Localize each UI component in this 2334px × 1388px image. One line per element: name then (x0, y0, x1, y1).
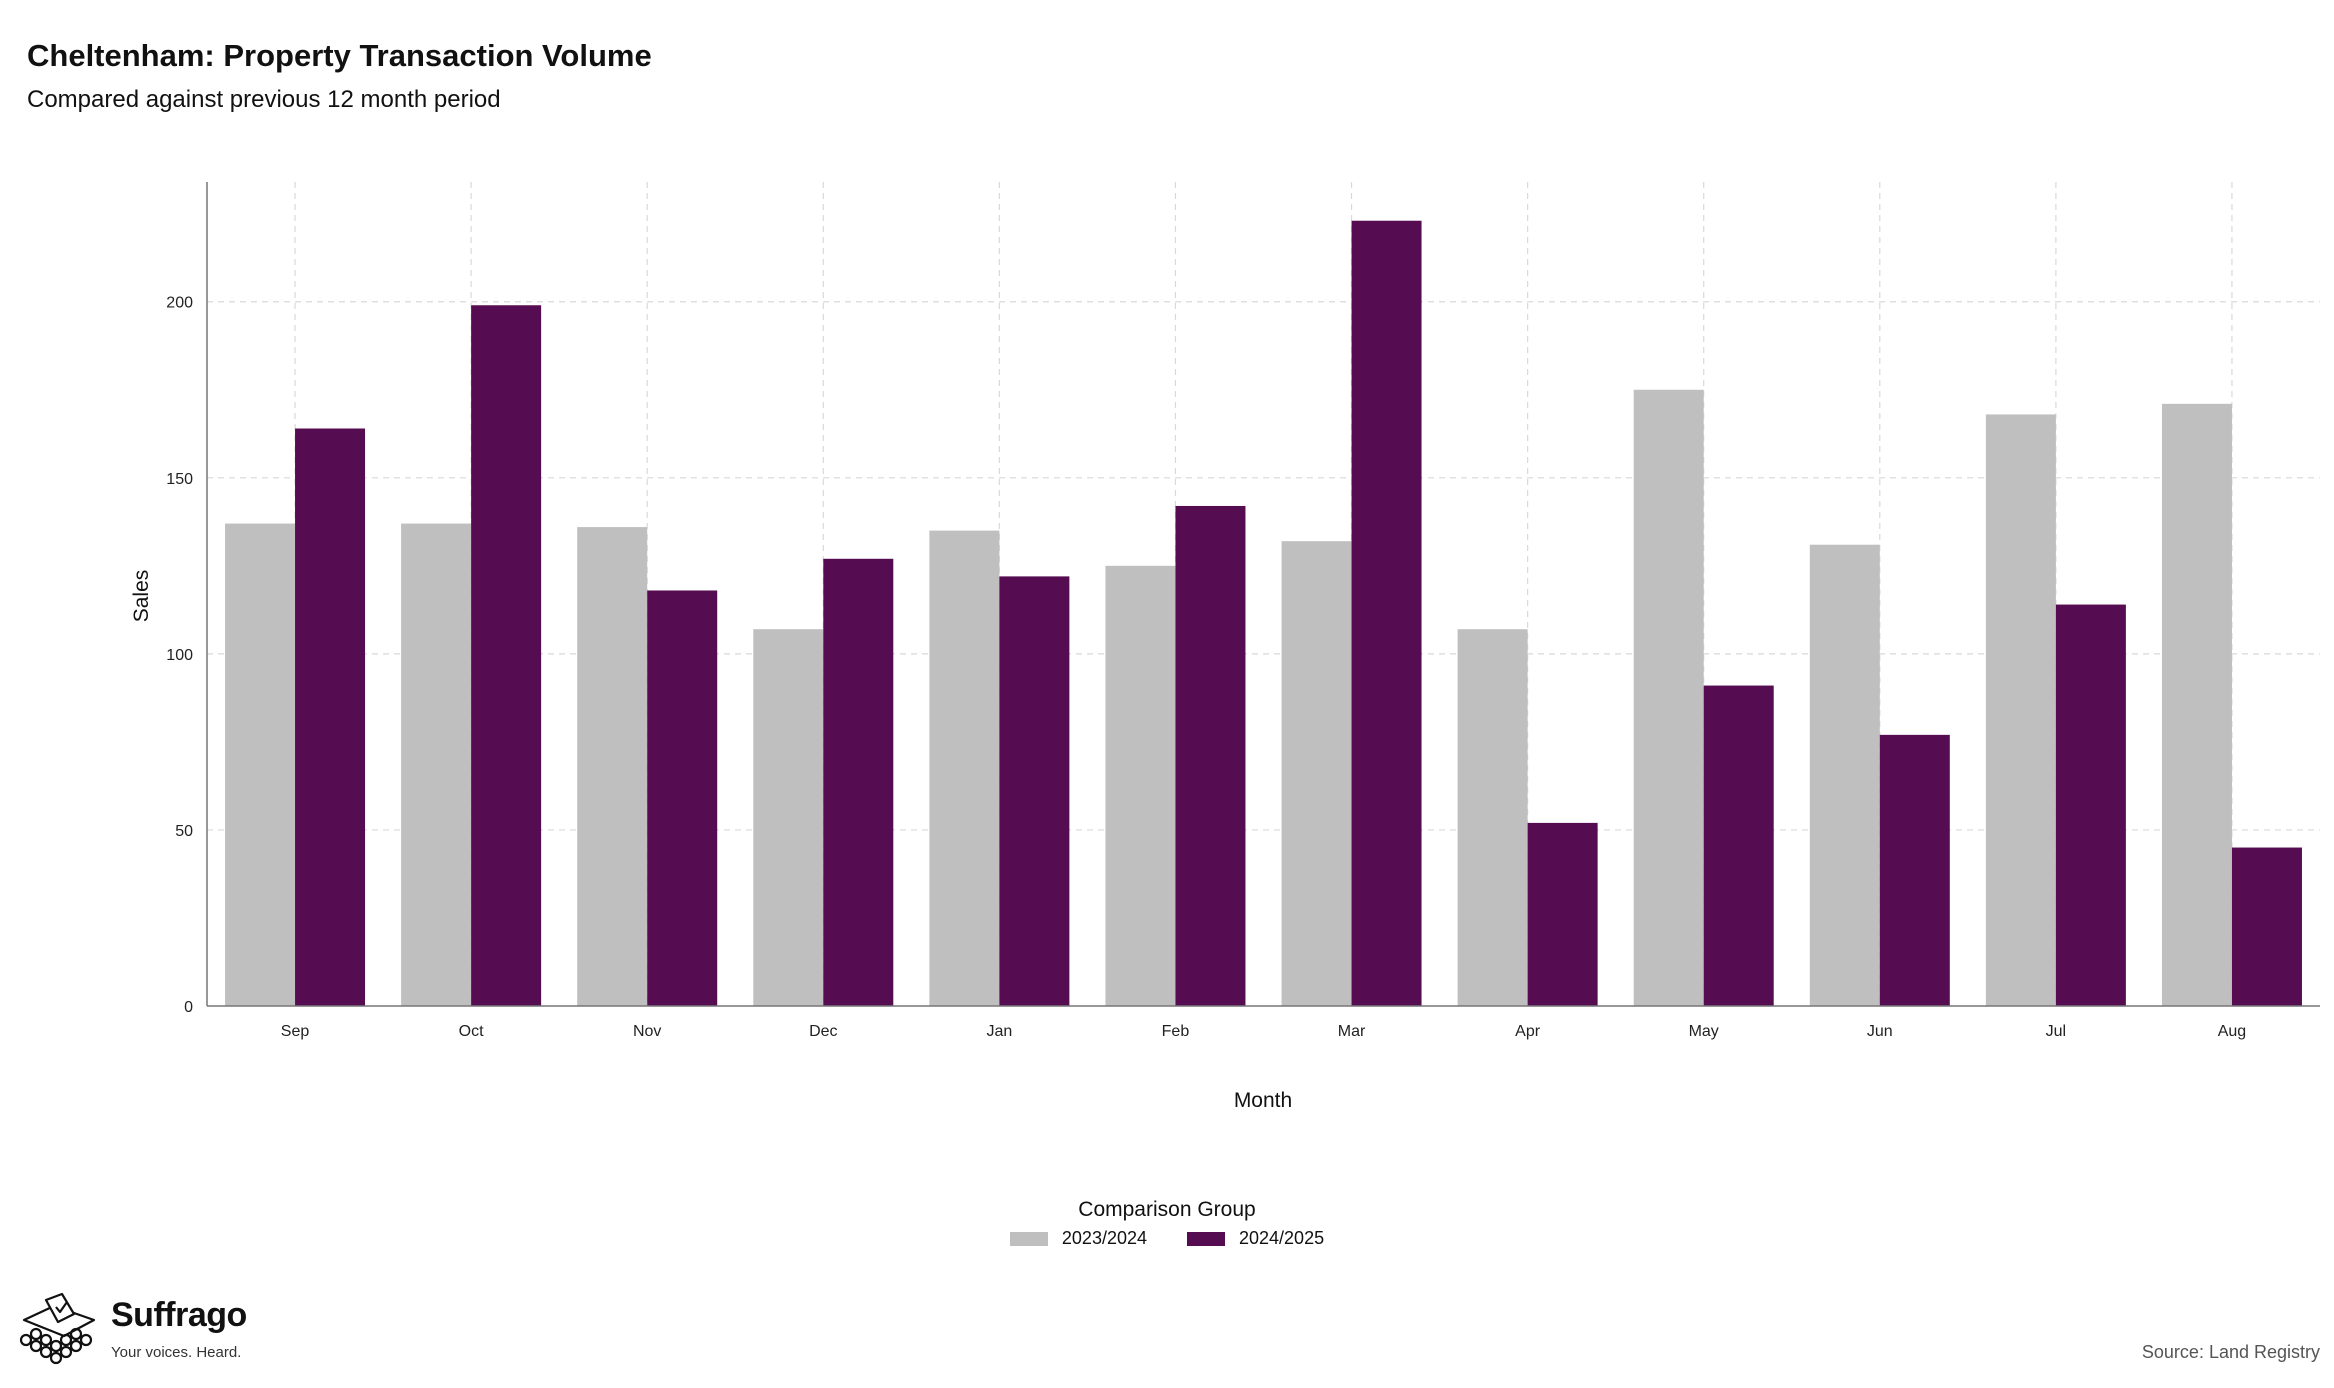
bar-2024-2025-aug (2231, 847, 2302, 1006)
y-tick-label: 0 (184, 999, 193, 1016)
legend-swatch-2023-2024 (1009, 1231, 1048, 1246)
bar-2024-2025-dec (823, 558, 894, 1006)
legend-item-2023-2024: 2023/2024 (1009, 1228, 1147, 1249)
legend-items: 2023/2024 2024/2025 (0, 1228, 2334, 1249)
y-tick-label: 150 (166, 471, 193, 488)
y-tick-label: 50 (175, 823, 193, 840)
bar-2023-2024-mar (1281, 541, 1352, 1006)
x-tick-label: Jul (2046, 1023, 2066, 1040)
bar-2024-2025-nov (647, 590, 718, 1006)
bar-2024-2025-oct (471, 305, 542, 1006)
x-tick-label: Jun (1867, 1023, 1893, 1040)
bar-2024-2025-jun (1879, 734, 1950, 1006)
tick-labels: 0 50 100 150 200 Sep Oct Nov Dec Jan Feb Mar Apr May J… (166, 295, 2246, 1040)
axes (206, 182, 2320, 1007)
ballot-box-icon (19, 1292, 96, 1365)
bar-2023-2024-sep (225, 523, 296, 1006)
legend: Comparison Group 2023/2024 2024/2025 (0, 1198, 2334, 1249)
chart-subtitle: Compared against previous 12 month perio… (27, 86, 501, 113)
bar-2023-2024-jan (929, 530, 1000, 1006)
x-axis-title: Month (1234, 1089, 1292, 1112)
x-tick-label: Nov (633, 1023, 661, 1040)
bar-chart: 0 50 100 150 200 Sep Oct Nov Dec Jan Feb Mar Apr May J… (130, 182, 2320, 1112)
x-tick-label: Oct (459, 1023, 484, 1040)
bar-2023-2024-nov (577, 527, 648, 1006)
bar-2023-2024-may (1633, 389, 1704, 1006)
bar-2023-2024-jun (1809, 544, 1880, 1006)
bar-2023-2024-apr (1457, 629, 1528, 1006)
bar-2024-2025-may (1703, 685, 1774, 1006)
legend-title: Comparison Group (1078, 1198, 1256, 1221)
x-tick-label: Feb (1162, 1023, 1190, 1040)
y-tick-label: 100 (166, 647, 193, 664)
chart-title: Cheltenham: Property Transaction Volume (27, 38, 652, 73)
bar-2023-2024-feb (1105, 565, 1176, 1006)
bar-2023-2024-jul (1985, 414, 2056, 1006)
legend-label-2023-2024: 2023/2024 (1061, 1228, 1147, 1248)
legend-swatch-2024-2025 (1187, 1231, 1225, 1246)
bar-2024-2025-mar (1351, 220, 1422, 1006)
legend-item-2024-2025: 2024/2025 (1187, 1228, 1324, 1249)
bar-2024-2025-jan (999, 576, 1070, 1006)
y-tick-label: 200 (166, 295, 193, 312)
x-tick-label: Apr (1515, 1023, 1541, 1040)
bar-2024-2025-apr (1527, 822, 1598, 1006)
brand-name: Suffrago (111, 1296, 247, 1334)
bar-2023-2024-dec (753, 629, 824, 1006)
bar-2023-2024-aug (2161, 403, 2232, 1006)
y-axis-title: Sales (130, 570, 153, 623)
source-note: Source: Land Registry (2141, 1342, 2320, 1362)
x-tick-label: Jan (986, 1023, 1012, 1040)
x-tick-label: Sep (281, 1023, 310, 1040)
legend-label-2024-2025: 2024/2025 (1239, 1228, 1325, 1248)
bar-2023-2024-oct (401, 523, 472, 1006)
bars (225, 220, 2302, 1006)
x-tick-label: Mar (1338, 1023, 1366, 1040)
bar-2024-2025-jul (2055, 604, 2126, 1006)
bar-2024-2025-feb (1175, 505, 1246, 1006)
brand-tagline: Your voices. Heard. (111, 1344, 242, 1361)
x-tick-label: Aug (2218, 1023, 2246, 1040)
x-tick-label: Dec (809, 1023, 837, 1040)
bar-2024-2025-sep (295, 428, 366, 1006)
x-tick-label: May (1689, 1023, 1719, 1040)
